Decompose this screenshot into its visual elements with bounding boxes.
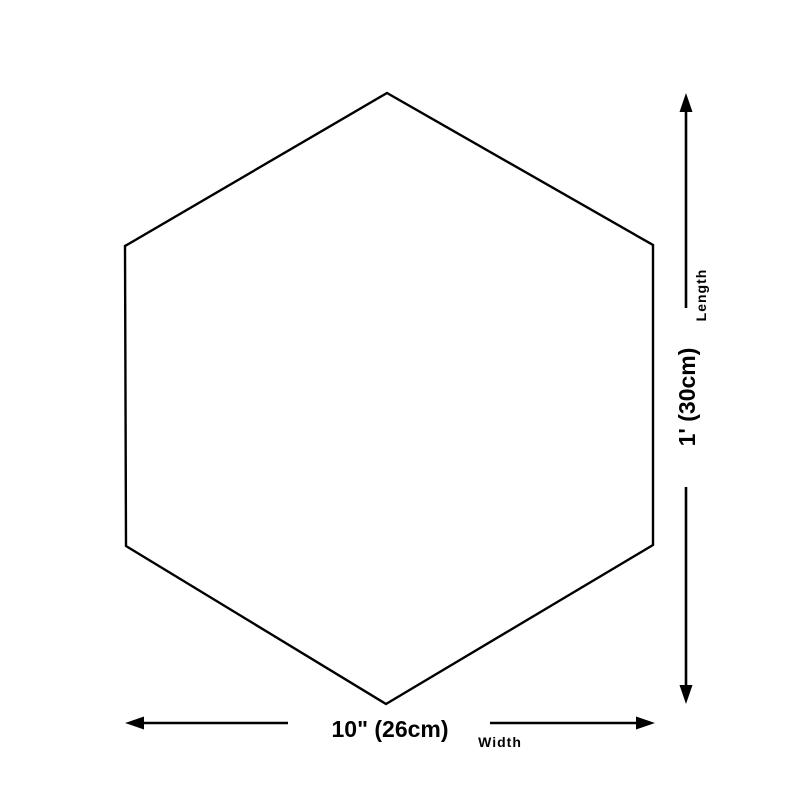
length-dimension-arrow (679, 93, 693, 704)
length-arrow-down-head (679, 685, 693, 704)
length-value-label: 1' (30cm) (674, 348, 700, 447)
hexagon-outline (123, 91, 655, 706)
width-dimension-arrow (125, 716, 655, 730)
width-arrow-left-head (125, 716, 144, 730)
length-axis-label: Length (693, 269, 709, 322)
width-axis-label: Width (478, 734, 522, 750)
width-value-label: 10" (26cm) (331, 716, 448, 742)
width-arrow-right-head (636, 716, 655, 730)
length-arrow-up-head (679, 93, 693, 112)
